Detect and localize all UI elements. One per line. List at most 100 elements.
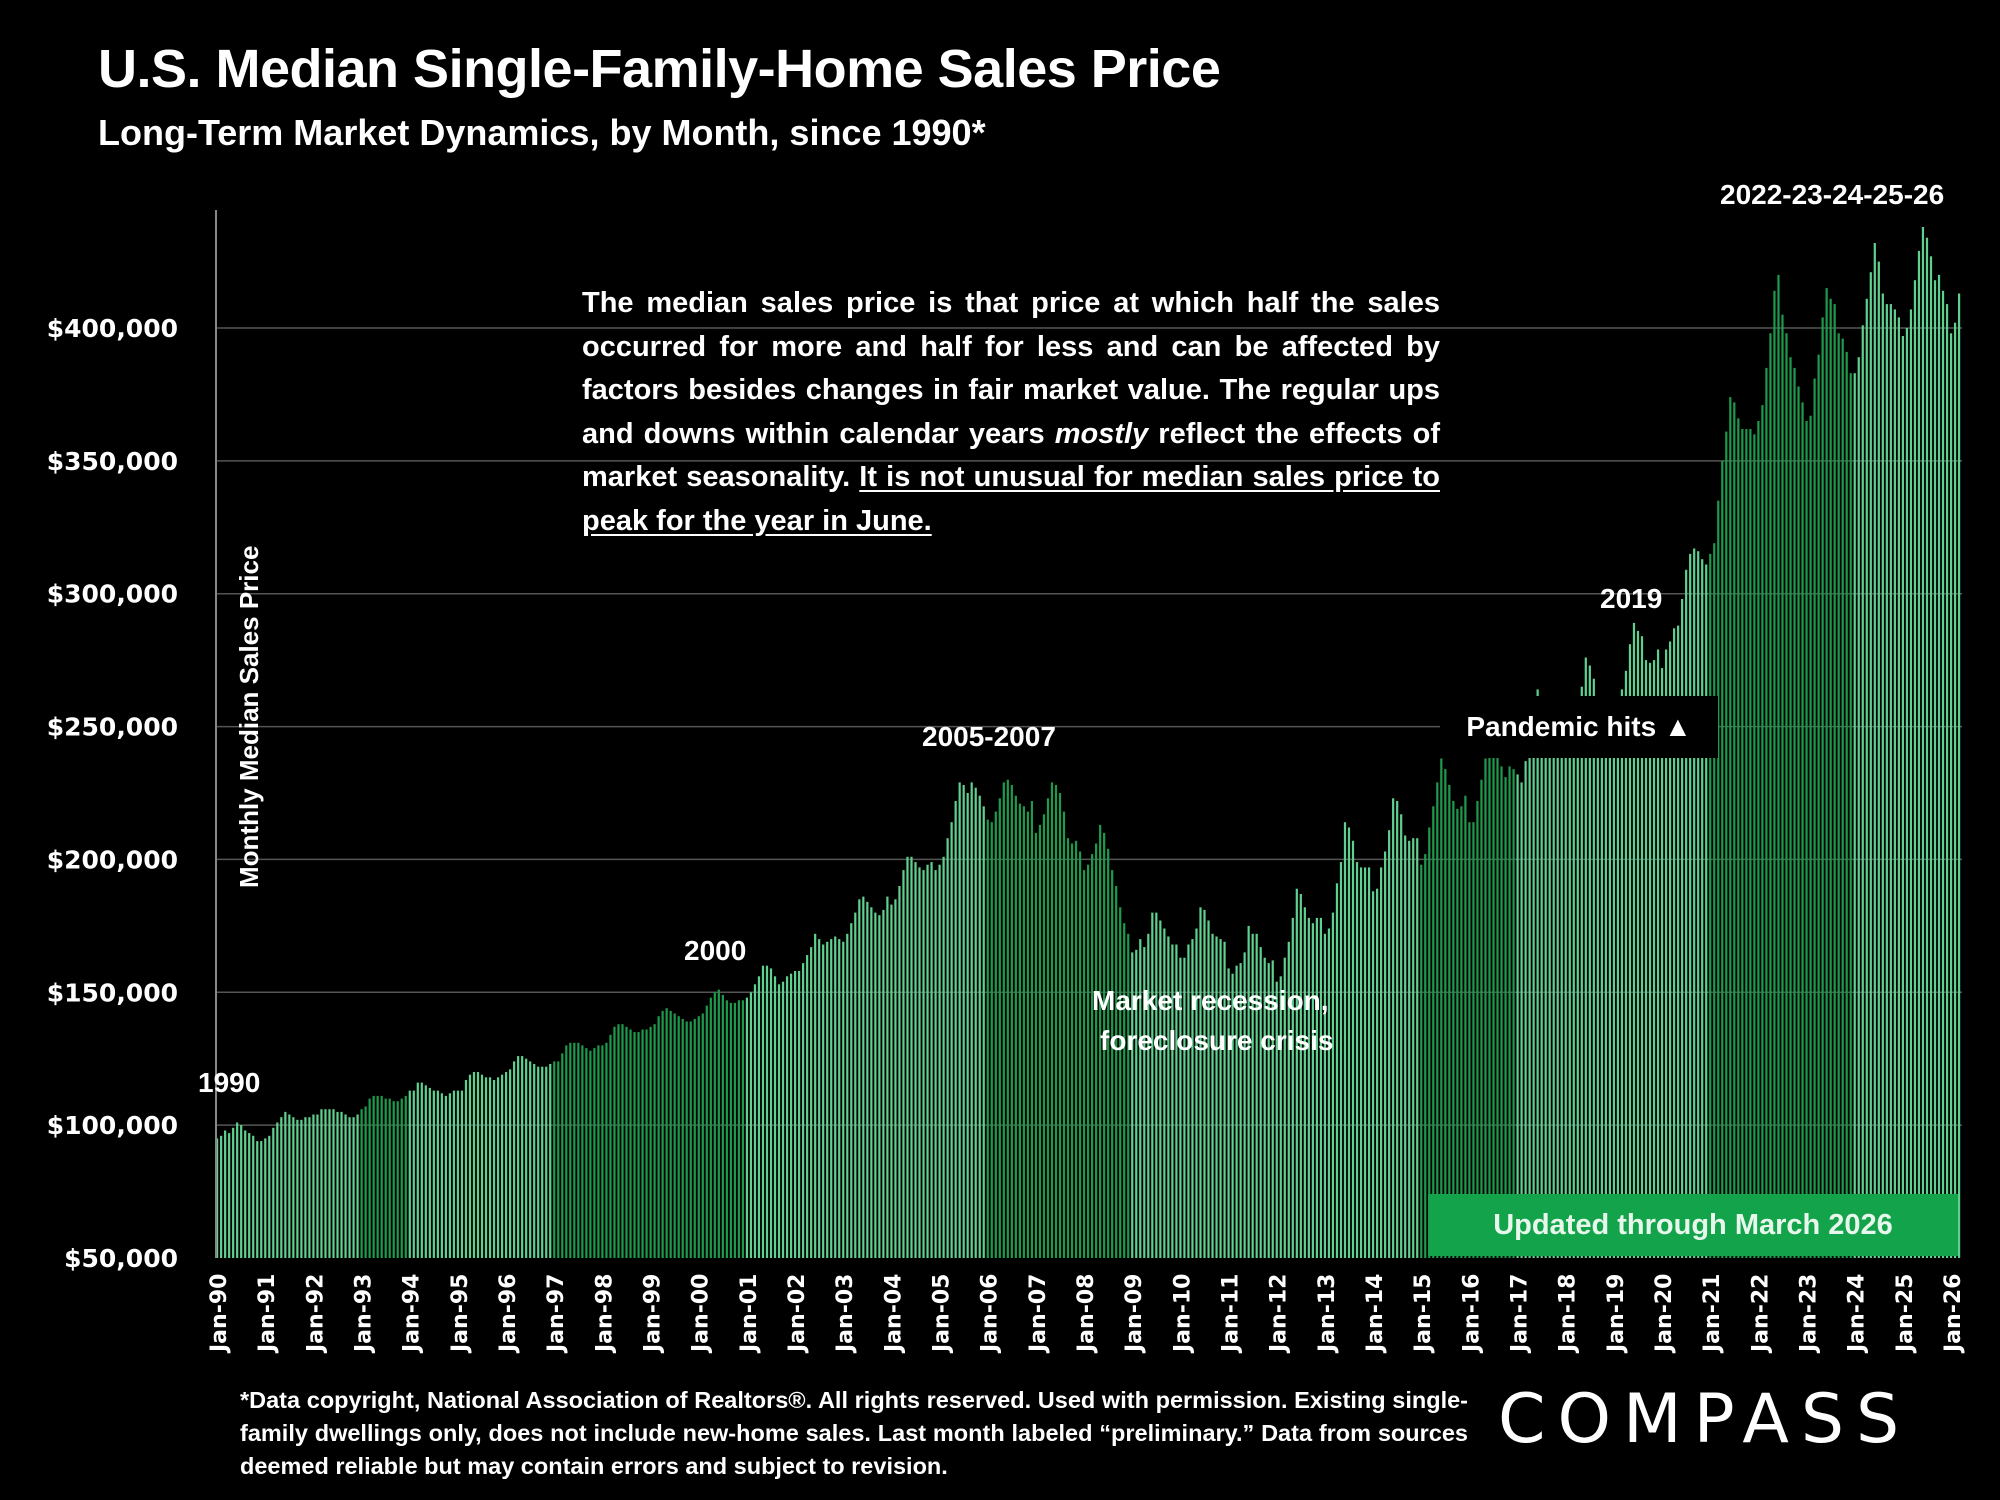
- x-tick-label: Jan-99: [641, 1274, 666, 1354]
- bar: [1311, 923, 1314, 1258]
- compass-logo: COMPASS: [1498, 1380, 1912, 1459]
- bar: [1873, 243, 1876, 1258]
- bar: [533, 1064, 536, 1258]
- bar: [1909, 309, 1913, 1258]
- y-axis-ticks: $50,000 $100,000 $150,000 $200,000 $250,000 $…: [47, 314, 178, 1273]
- bar: [1877, 261, 1880, 1259]
- bar: [1171, 944, 1174, 1258]
- bar: [826, 941, 829, 1258]
- bar: [472, 1072, 476, 1258]
- bar: [384, 1098, 387, 1258]
- bar: [1941, 290, 1945, 1258]
- bar: [376, 1095, 379, 1258]
- bar: [1528, 737, 1531, 1258]
- x-tick-label: Jan-16: [1459, 1274, 1484, 1354]
- x-tick-label: Jan-08: [1074, 1274, 1099, 1354]
- bar: [978, 795, 981, 1258]
- y-tick-label: $300,000: [47, 580, 178, 609]
- bar: [1078, 851, 1082, 1258]
- bar: [300, 1119, 303, 1258]
- bar: [777, 984, 781, 1258]
- bar: [673, 1013, 676, 1258]
- note-text-1: The median sales price is that price at …: [582, 287, 1440, 450]
- bar: [312, 1114, 315, 1258]
- bar: [990, 822, 993, 1258]
- bar: [701, 1013, 704, 1258]
- bar: [1339, 862, 1343, 1258]
- bar: [1367, 867, 1371, 1258]
- bar: [1135, 949, 1138, 1258]
- bar: [1717, 500, 1720, 1258]
- bar: [1797, 386, 1800, 1258]
- bar: [1267, 963, 1270, 1258]
- bar: [605, 1042, 608, 1258]
- bar: [1945, 304, 1949, 1259]
- bar: [1949, 333, 1953, 1258]
- bar: [1111, 870, 1114, 1258]
- bar: [1612, 726, 1616, 1258]
- bar: [561, 1053, 564, 1258]
- bar: [513, 1061, 516, 1258]
- bar: [1632, 622, 1636, 1258]
- bar: [1757, 421, 1760, 1258]
- bar: [1215, 936, 1218, 1258]
- bar: [1099, 824, 1102, 1258]
- bar: [1488, 734, 1491, 1258]
- bar: [1640, 636, 1644, 1258]
- annotation-2019: 2019: [1600, 583, 1662, 614]
- bar: [412, 1090, 415, 1258]
- bar: [705, 1005, 708, 1258]
- bar: [1123, 923, 1126, 1258]
- x-tick-label: Jan-13: [1315, 1274, 1340, 1354]
- y-tick-label: $200,000: [47, 845, 178, 874]
- bar: [986, 819, 989, 1258]
- bar: [757, 976, 761, 1258]
- bar: [1901, 336, 1904, 1258]
- bar: [1119, 907, 1122, 1258]
- bar: [1785, 333, 1788, 1258]
- bar: [1127, 933, 1130, 1258]
- bar: [1660, 668, 1664, 1258]
- bar: [1444, 769, 1447, 1258]
- bar: [1761, 405, 1764, 1259]
- bar: [356, 1114, 359, 1258]
- bar: [1396, 801, 1399, 1258]
- bar: [1600, 705, 1603, 1258]
- bar: [1042, 814, 1046, 1258]
- bar: [601, 1045, 604, 1258]
- y-tick-label: $350,000: [47, 447, 178, 476]
- bar: [1608, 705, 1611, 1258]
- bar: [1299, 894, 1302, 1258]
- bar: [1753, 434, 1756, 1258]
- y-axis-label: Monthly Median Sales Price: [234, 546, 264, 888]
- bar: [484, 1077, 488, 1258]
- bar: [1516, 774, 1519, 1258]
- bar: [1745, 429, 1748, 1258]
- bar: [653, 1024, 656, 1258]
- bar: [781, 981, 785, 1258]
- bar: [1781, 314, 1784, 1258]
- x-tick-label: Jan-00: [689, 1274, 714, 1354]
- bar: [878, 915, 881, 1258]
- bar: [1689, 553, 1692, 1258]
- bar: [1693, 548, 1696, 1258]
- bar: [1287, 941, 1290, 1258]
- bar: [1315, 917, 1318, 1258]
- bar: [1636, 630, 1640, 1258]
- bar: [645, 1029, 648, 1258]
- bar: [1191, 939, 1194, 1258]
- x-tick-label: Jan-02: [785, 1274, 810, 1354]
- bar: [448, 1093, 452, 1258]
- bar: [1889, 304, 1892, 1259]
- bar: [1524, 761, 1527, 1258]
- bar: [621, 1024, 624, 1258]
- bar: [1897, 317, 1900, 1258]
- bar: [685, 1021, 688, 1258]
- annotation-1990: 1990: [198, 1067, 260, 1098]
- bar: [1175, 944, 1178, 1258]
- bar: [1380, 867, 1383, 1258]
- bar: [260, 1141, 263, 1258]
- bar: [693, 1018, 696, 1258]
- bar: [1151, 912, 1154, 1258]
- bar: [886, 896, 889, 1258]
